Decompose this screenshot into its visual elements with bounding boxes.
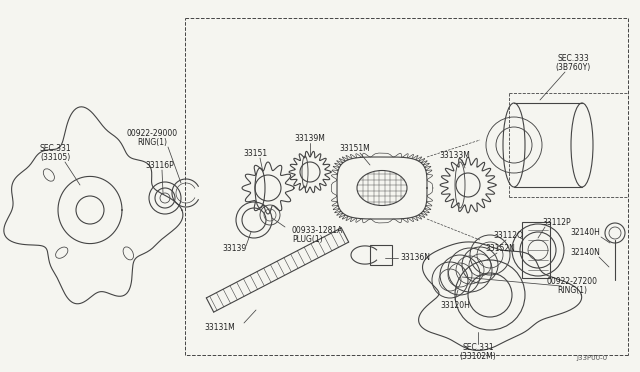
Text: 00922-29000: 00922-29000 (127, 128, 177, 138)
Text: RING(1): RING(1) (137, 138, 167, 147)
Text: 33136N: 33136N (400, 253, 430, 263)
Text: (33102M): (33102M) (460, 353, 497, 362)
Text: 33139M: 33139M (294, 134, 325, 142)
Text: 33151M: 33151M (340, 144, 371, 153)
Text: (3B760Y): (3B760Y) (556, 62, 591, 71)
Text: 32140N: 32140N (570, 247, 600, 257)
Text: 33152N: 33152N (485, 244, 515, 253)
Text: 33151: 33151 (243, 148, 267, 157)
Text: 00922-27200: 00922-27200 (547, 278, 598, 286)
Text: SEC.331: SEC.331 (39, 144, 71, 153)
Text: PLUG(1): PLUG(1) (292, 234, 323, 244)
Text: 00933-1281A: 00933-1281A (292, 225, 344, 234)
Text: RING(1): RING(1) (557, 286, 587, 295)
Text: SEC.333: SEC.333 (557, 54, 589, 62)
Text: 33116P: 33116P (146, 160, 174, 170)
Text: 33131M: 33131M (205, 324, 236, 333)
Text: 33112Q: 33112Q (493, 231, 523, 240)
Text: (33105): (33105) (40, 153, 70, 161)
Text: 33133M: 33133M (440, 151, 470, 160)
Bar (522, 222, 550, 278)
Text: J33P00-0: J33P00-0 (577, 355, 608, 361)
Text: 33112P: 33112P (543, 218, 572, 227)
Text: SEC.331: SEC.331 (462, 343, 494, 353)
Bar (370, 245, 392, 265)
Text: 33139: 33139 (223, 244, 247, 253)
Text: 32140H: 32140H (570, 228, 600, 237)
Text: 33120H: 33120H (440, 301, 470, 310)
